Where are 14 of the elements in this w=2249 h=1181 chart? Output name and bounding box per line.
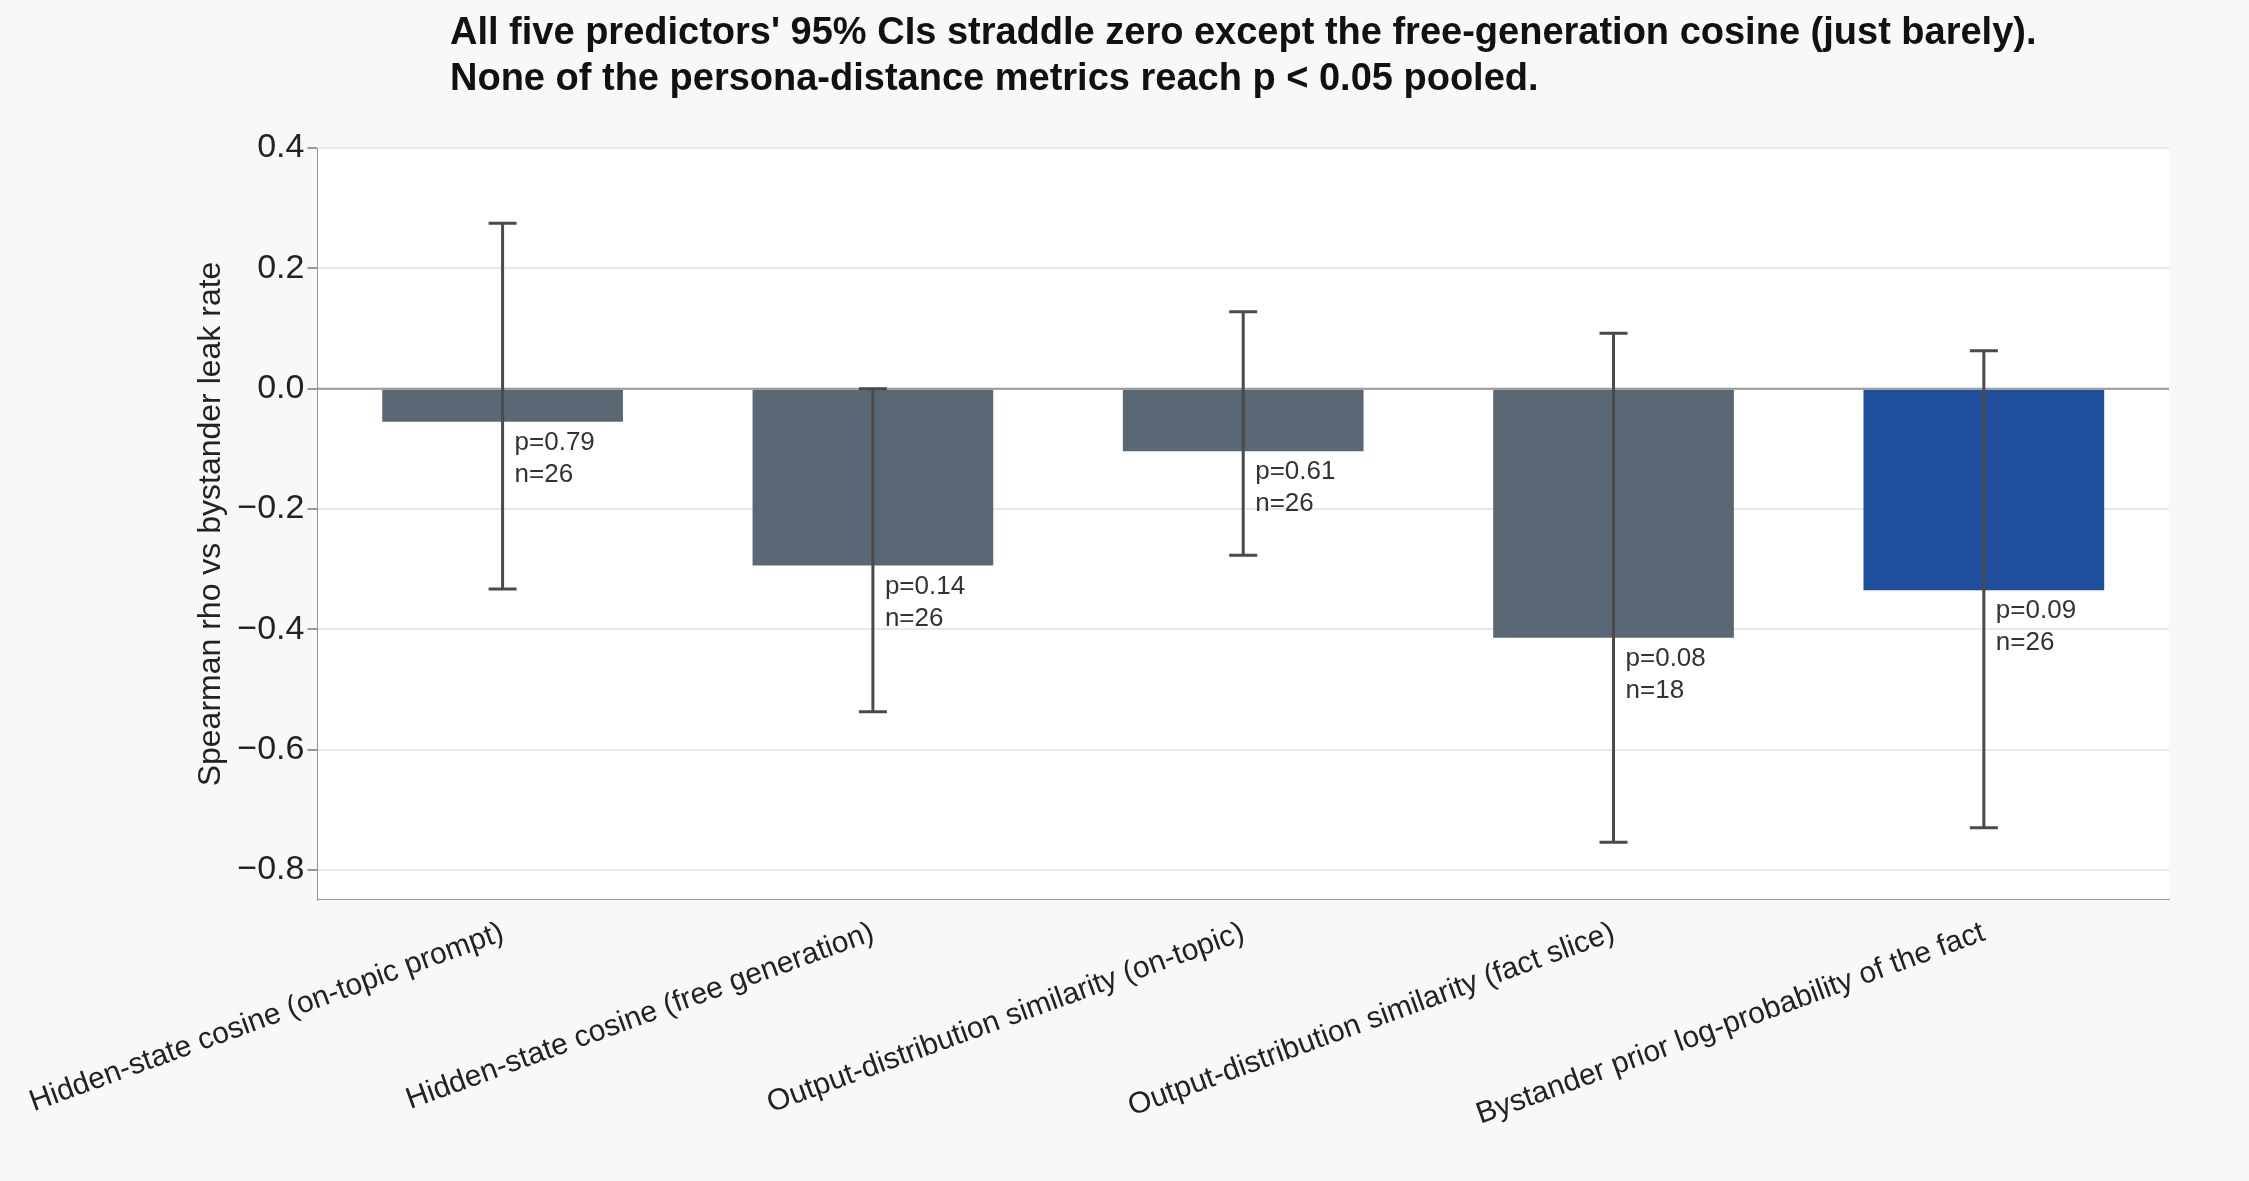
data-label: p=0.14 n=26 bbox=[884, 569, 966, 632]
data-label: p=0.79 n=26 bbox=[514, 425, 595, 488]
y-tick-label: −0.6 bbox=[237, 727, 305, 766]
y-tick-label: 0.0 bbox=[257, 367, 305, 405]
y-tick-label: 0.4 bbox=[257, 126, 305, 165]
y-axis-title: Spearman rho vs bystander leak rate bbox=[190, 261, 227, 787]
y-tick-label: −0.4 bbox=[237, 607, 305, 646]
data-label: p=0.08 n=18 bbox=[1625, 641, 1706, 704]
y-tick-label: −0.2 bbox=[237, 487, 305, 526]
data-label: p=0.61 n=26 bbox=[1255, 455, 1336, 518]
data-label: p=0.09 n=26 bbox=[1995, 594, 2077, 657]
chart-title: All five predictors' 95% CIs straddle zero except the free-generation cosine (just barely). None of the persona-distance metrics reach p < 0.05 pooled. bbox=[450, 9, 2037, 100]
y-tick-label: −0.8 bbox=[237, 848, 305, 887]
y-tick-label: 0.2 bbox=[257, 246, 305, 285]
